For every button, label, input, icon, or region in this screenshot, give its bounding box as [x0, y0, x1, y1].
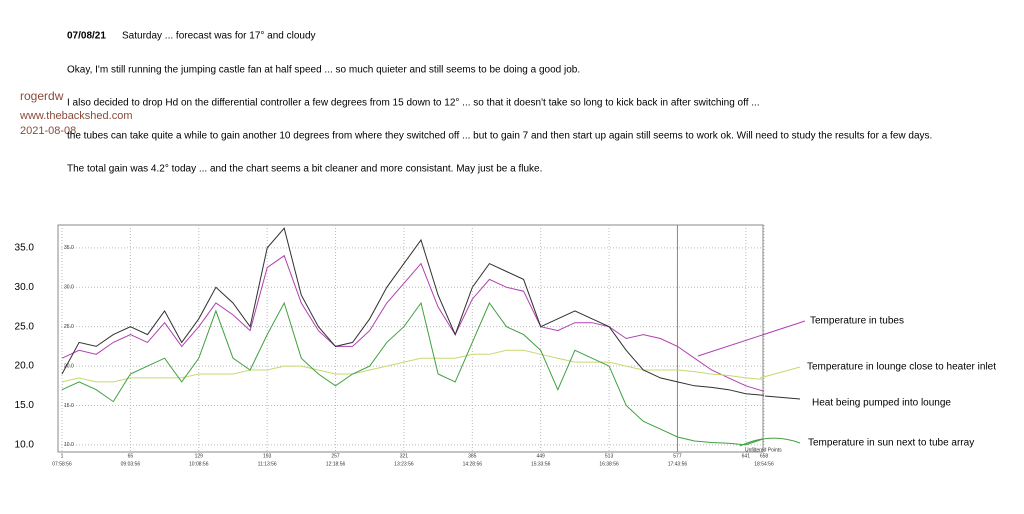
y-tick-label: 15.0 [15, 400, 35, 411]
y-tick-label-inner: 30.0 [64, 285, 74, 291]
y-tick-label: 25.0 [15, 321, 35, 332]
x-tick-label: 577 [673, 453, 682, 459]
x-tick-label: 385 [468, 453, 477, 459]
paragraph: I also decided to drop Hd on the differe… [67, 98, 760, 109]
x-time-label: 15:33:56 [531, 461, 551, 467]
leader-line [764, 395, 801, 400]
x-time-label: 14:28:56 [463, 461, 483, 467]
x-time-label: 18:54:56 [754, 461, 774, 467]
x-tick-label: 129 [195, 453, 204, 459]
paragraph: The total gain was 4.2° today ... and th… [67, 164, 542, 175]
x-time-label: 13:23:56 [394, 461, 414, 467]
x-tick-label: 257 [331, 453, 340, 459]
series-line [61, 227, 765, 396]
y-tick-label-inner: 20.0 [64, 363, 74, 369]
heading-text: Saturday ... forecast was for 17° and cl… [122, 31, 316, 42]
x-time-label: 09:03:56 [121, 461, 141, 467]
y-tick-label-inner: 15.0 [64, 403, 74, 409]
y-tick-label: 20.0 [15, 361, 35, 372]
note: Unfiltered Points [745, 447, 782, 453]
x-tick-label: 1 [61, 453, 64, 459]
leader-line [739, 437, 801, 447]
plot-frame [57, 224, 764, 453]
y-tick-label: 10.0 [15, 440, 35, 451]
x-time-label: 17:43:56 [668, 461, 688, 467]
heading-date: 07/08/21 [67, 31, 106, 42]
paragraph: the tubes can take quite a while to gain… [67, 131, 932, 142]
series-label: Temperature in tubes [810, 316, 904, 327]
leader-line [697, 320, 806, 357]
series-label: Temperature in sun next to tube array [808, 438, 974, 449]
x-time-label: 12:18:56 [326, 461, 346, 467]
y-tick-label-inner: 10.0 [64, 442, 74, 448]
series-line [61, 254, 765, 392]
y-tick-label: 35.0 [15, 242, 35, 253]
paragraph: Okay, I'm still running the jumping cast… [67, 65, 580, 76]
y-tick-label-inner: 35.0 [64, 245, 74, 251]
series-line [61, 301, 765, 446]
leader-line [759, 366, 801, 379]
x-time-label: 10:08:56 [189, 461, 209, 467]
series-label: Temperature in lounge close to heater in… [807, 362, 996, 373]
x-tick-label: 641 [742, 453, 751, 459]
x-tick-label: 193 [263, 453, 272, 459]
post-date: 2021-08-08 [20, 125, 76, 137]
x-time-label: 16:38:56 [599, 461, 619, 467]
series-label: Heat being pumped into lounge [812, 398, 951, 409]
x-tick-label: 449 [537, 453, 546, 459]
x-tick-label: 321 [400, 453, 409, 459]
site[interactable]: www.thebackshed.com [19, 110, 133, 122]
author[interactable]: rogerdw [20, 89, 64, 103]
y-tick-label: 30.0 [15, 282, 35, 293]
x-tick-label: 658 [760, 453, 769, 459]
x-time-label: 07:58:56 [52, 461, 72, 467]
x-tick-label: 65 [128, 453, 134, 459]
y-tick-label-inner: 25.0 [64, 324, 74, 330]
x-time-label: 11:13:56 [258, 461, 277, 467]
x-tick-label: 513 [605, 453, 614, 459]
